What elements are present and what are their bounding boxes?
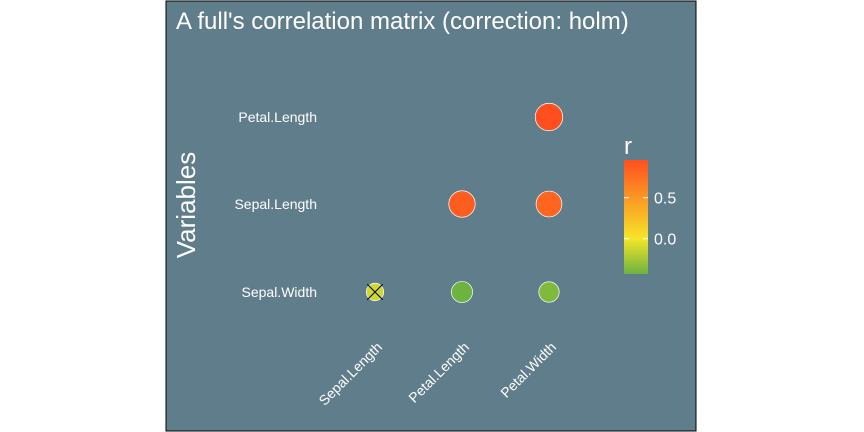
nonsignificant-cross-mark bbox=[366, 283, 384, 301]
legend-title: r bbox=[624, 133, 632, 160]
correlation-point bbox=[448, 190, 476, 218]
y-tick-label: Petal.Length bbox=[238, 109, 317, 125]
plot-background bbox=[165, 0, 697, 432]
correlation-point bbox=[451, 281, 473, 303]
y-axis-title: Variables bbox=[171, 152, 201, 258]
legend-colorbar bbox=[624, 160, 648, 274]
correlation-point bbox=[538, 281, 560, 303]
color-legend: r 0.0 0.5 bbox=[624, 133, 676, 274]
y-tick-label: Sepal.Width bbox=[242, 284, 317, 300]
correlation-point bbox=[535, 190, 563, 218]
y-tick-label: Sepal.Length bbox=[234, 196, 317, 212]
chart-title: A full's correlation matrix (correction:… bbox=[176, 8, 629, 35]
y-tick-labels: Sepal.Width Sepal.Length Petal.Length bbox=[234, 109, 317, 300]
legend-ticks: 0.0 0.5 bbox=[624, 191, 676, 249]
legend-tick-label: 0.0 bbox=[654, 232, 676, 249]
legend-tick-label: 0.5 bbox=[654, 191, 676, 208]
correlation-point bbox=[534, 102, 564, 132]
data-points bbox=[365, 102, 564, 303]
